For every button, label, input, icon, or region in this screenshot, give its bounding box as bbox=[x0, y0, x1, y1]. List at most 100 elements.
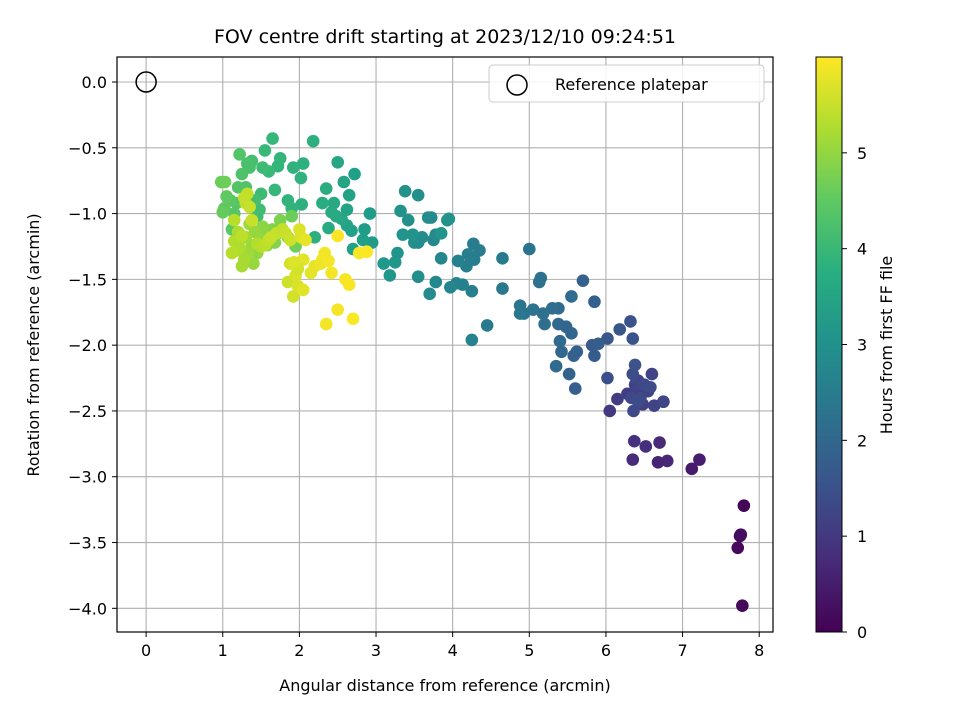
data-point bbox=[256, 161, 269, 174]
data-point bbox=[356, 233, 370, 247]
data-point bbox=[331, 155, 345, 169]
x-tick-label: 1 bbox=[218, 641, 228, 660]
data-point bbox=[465, 284, 479, 298]
data-point bbox=[601, 332, 614, 345]
data-point bbox=[467, 237, 480, 251]
data-point bbox=[653, 436, 666, 449]
data-point bbox=[285, 209, 299, 223]
data-point bbox=[434, 252, 448, 265]
data-point bbox=[286, 290, 300, 303]
data-point bbox=[628, 358, 642, 372]
data-point bbox=[549, 359, 563, 373]
data-point bbox=[552, 317, 565, 331]
data-point bbox=[480, 319, 494, 332]
y-tick-label: −1.0 bbox=[68, 205, 107, 224]
data-point bbox=[271, 159, 285, 173]
legend: Reference platepar bbox=[488, 64, 765, 103]
y-tick-label: 0.0 bbox=[82, 73, 107, 92]
data-point bbox=[461, 248, 475, 261]
data-point bbox=[601, 371, 614, 385]
data-point bbox=[377, 257, 390, 270]
reference-marker bbox=[135, 71, 157, 93]
x-tick-label: 8 bbox=[754, 641, 764, 660]
data-points bbox=[214, 132, 751, 612]
x-tick-label: 6 bbox=[601, 641, 611, 660]
data-point bbox=[218, 175, 232, 189]
y-tick-label: −3.5 bbox=[68, 534, 107, 553]
data-point bbox=[322, 254, 335, 268]
data-point bbox=[296, 283, 310, 297]
data-point bbox=[398, 184, 412, 198]
data-point bbox=[660, 454, 674, 468]
y-tick-label: −4.0 bbox=[68, 599, 107, 618]
data-point bbox=[731, 541, 745, 555]
colorbar-tick-label: 4 bbox=[857, 240, 867, 259]
y-tick-label: −2.0 bbox=[68, 336, 107, 355]
data-point bbox=[266, 132, 279, 145]
data-point bbox=[235, 229, 249, 243]
data-point bbox=[423, 287, 436, 301]
data-point bbox=[565, 290, 578, 303]
data-point bbox=[570, 345, 584, 359]
data-point bbox=[316, 196, 329, 210]
data-point bbox=[331, 303, 345, 316]
data-point bbox=[233, 148, 246, 161]
data-point bbox=[736, 599, 749, 612]
colorbar-tick-label: 5 bbox=[857, 144, 867, 163]
data-point bbox=[465, 333, 479, 347]
colorbar: 0 1 2 3 4 5 Hours from first FF file bbox=[815, 56, 896, 642]
colorbar-tick-label: 3 bbox=[857, 336, 867, 355]
data-point bbox=[216, 205, 230, 219]
x-tick-label: 7 bbox=[677, 641, 687, 660]
data-point bbox=[319, 182, 333, 195]
data-point bbox=[568, 382, 582, 395]
data-point bbox=[360, 245, 374, 259]
data-point bbox=[388, 255, 402, 269]
data-point bbox=[626, 453, 640, 466]
data-point bbox=[287, 255, 301, 269]
data-point bbox=[220, 190, 233, 203]
data-point bbox=[243, 200, 256, 214]
data-point bbox=[258, 144, 272, 157]
data-point bbox=[319, 317, 333, 331]
data-point bbox=[562, 367, 576, 381]
y-tick-label: −1.5 bbox=[68, 270, 107, 289]
colorbar-tick-label: 2 bbox=[857, 431, 867, 450]
grid-lines bbox=[117, 57, 773, 632]
data-point bbox=[299, 233, 312, 247]
data-point bbox=[396, 228, 410, 241]
data-point bbox=[645, 367, 659, 381]
data-point bbox=[657, 395, 670, 409]
x-tick-label: 0 bbox=[141, 641, 151, 660]
data-point bbox=[627, 434, 641, 448]
data-point bbox=[588, 295, 601, 309]
data-point bbox=[401, 213, 415, 227]
data-point bbox=[268, 183, 282, 197]
data-point bbox=[440, 213, 454, 227]
plot-frame bbox=[116, 56, 774, 633]
data-point bbox=[639, 440, 653, 453]
data-point bbox=[451, 254, 465, 268]
legend-marker-reference bbox=[506, 74, 528, 96]
data-point bbox=[613, 323, 627, 336]
data-point bbox=[591, 337, 605, 351]
legend-box bbox=[488, 64, 765, 103]
data-point bbox=[421, 211, 435, 224]
data-point bbox=[734, 528, 748, 541]
data-point bbox=[235, 167, 249, 181]
data-point bbox=[235, 259, 249, 273]
data-point bbox=[534, 271, 548, 285]
data-point bbox=[576, 274, 590, 287]
data-point bbox=[294, 171, 308, 185]
data-point bbox=[363, 207, 377, 220]
data-point bbox=[383, 269, 397, 282]
data-point bbox=[611, 392, 624, 406]
data-point bbox=[283, 233, 297, 247]
colorbar-label: Hours from first FF file bbox=[877, 256, 896, 435]
x-tick-label: 3 bbox=[371, 641, 381, 660]
reference-point bbox=[135, 71, 157, 93]
data-point bbox=[496, 282, 509, 295]
data-point bbox=[286, 161, 300, 174]
data-point bbox=[624, 315, 637, 328]
